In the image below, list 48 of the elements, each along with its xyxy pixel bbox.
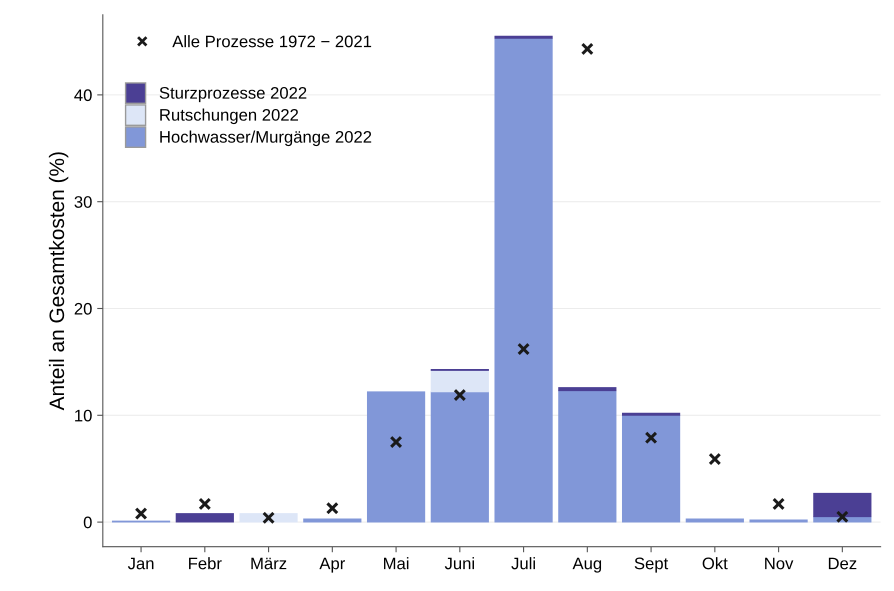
- bar: [813, 492, 872, 518]
- y-axis-title: Anteil an Gesamtkosten (%): [48, 152, 68, 410]
- point: [644, 431, 658, 444]
- legend-label: Rutschungen 2022: [160, 108, 298, 124]
- legend-label: Sturzprozesse 2022: [160, 86, 306, 102]
- y-tick-label: 20: [74, 302, 92, 315]
- x-tick-label: Okt: [702, 557, 728, 570]
- bar: [366, 391, 426, 523]
- bar: [430, 370, 489, 392]
- y-tick-label: 40: [74, 89, 92, 102]
- x-tick-label: März: [251, 558, 286, 570]
- x-tick-label: Nov: [765, 558, 794, 570]
- point: [390, 436, 402, 448]
- y-tick-label: 30: [74, 196, 92, 208]
- x-tick-label: Dez: [828, 558, 856, 570]
- bar: [558, 390, 616, 523]
- x-tick-label: Apr: [319, 558, 346, 573]
- bar: [494, 36, 553, 39]
- point: [708, 452, 722, 466]
- bar: [622, 412, 680, 416]
- point: [326, 502, 339, 515]
- point: [134, 507, 148, 520]
- y-tick-label: 10: [75, 410, 92, 422]
- x-tick-label: Aug: [572, 558, 602, 573]
- point: [772, 498, 785, 510]
- bar: [749, 520, 808, 523]
- x-tick-label: Mai: [384, 557, 408, 570]
- bar: [622, 414, 680, 523]
- x-tick-label: Juni: [444, 557, 474, 570]
- bar: [494, 38, 553, 523]
- x-tick-label: Febr: [189, 557, 222, 570]
- x-tick-label: Juli: [511, 557, 535, 570]
- point: [836, 510, 849, 524]
- legend-label: Alle Prozesse 1972 − 2021: [172, 35, 372, 48]
- bar: [176, 513, 234, 523]
- bar: [558, 387, 616, 392]
- bar: [430, 391, 489, 523]
- y-tick-label: 0: [84, 516, 92, 528]
- bar: [686, 518, 744, 523]
- point: [262, 511, 275, 524]
- bar: [303, 518, 362, 523]
- point: [580, 42, 594, 56]
- point: [517, 342, 530, 356]
- point: [453, 388, 466, 402]
- point: [198, 498, 212, 510]
- x-tick-label: Sept: [634, 558, 668, 573]
- x-tick-label: Jan: [128, 558, 154, 570]
- legend-label: Hochwasser/Murgänge 2022: [160, 130, 372, 146]
